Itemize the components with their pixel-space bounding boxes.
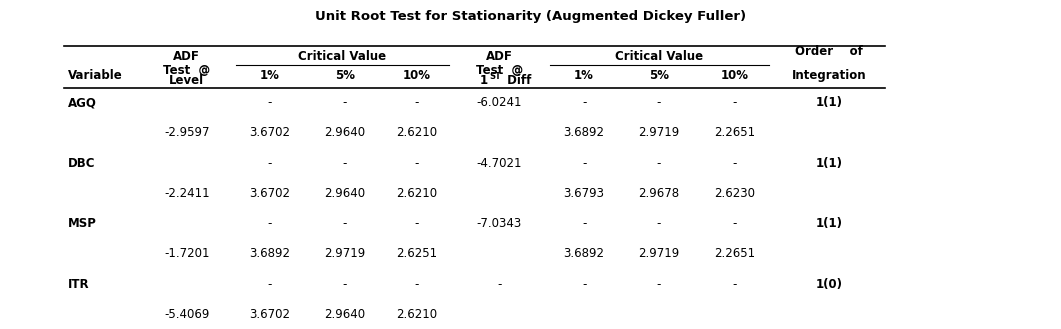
Text: 1(1): 1(1) — [816, 157, 842, 170]
Text: Critical Value: Critical Value — [298, 49, 386, 63]
Text: ITR: ITR — [68, 278, 89, 291]
Text: -: - — [657, 217, 661, 230]
Text: 2.6230: 2.6230 — [714, 187, 754, 200]
Text: MSP: MSP — [68, 217, 97, 230]
Text: 2.2651: 2.2651 — [714, 126, 754, 139]
Text: -: - — [581, 217, 587, 230]
Text: 10%: 10% — [403, 69, 431, 82]
Text: 3.6892: 3.6892 — [249, 247, 291, 261]
Text: 2.9640: 2.9640 — [325, 126, 365, 139]
Text: -: - — [581, 278, 587, 291]
Text: -: - — [581, 96, 587, 109]
Text: 2.9640: 2.9640 — [325, 187, 365, 200]
Text: -: - — [267, 278, 273, 291]
Text: Diff: Diff — [504, 74, 532, 87]
Text: -: - — [415, 157, 419, 170]
Text: -: - — [343, 278, 347, 291]
Text: -: - — [415, 96, 419, 109]
Text: 1%: 1% — [260, 69, 280, 82]
Text: -: - — [657, 96, 661, 109]
Text: DBC: DBC — [68, 157, 95, 170]
Text: Test  @: Test @ — [475, 64, 523, 77]
Text: -: - — [657, 278, 661, 291]
Text: 2.9640: 2.9640 — [325, 308, 365, 321]
Text: -: - — [732, 96, 736, 109]
Text: 1(1): 1(1) — [816, 217, 842, 230]
Text: -6.0241: -6.0241 — [476, 96, 522, 109]
Text: -: - — [657, 157, 661, 170]
Text: 3.6793: 3.6793 — [563, 187, 605, 200]
Text: 1%: 1% — [574, 69, 594, 82]
Text: ADF: ADF — [486, 49, 512, 63]
Text: 3.6702: 3.6702 — [249, 187, 291, 200]
Text: 2.6210: 2.6210 — [397, 308, 437, 321]
Text: Order    of: Order of — [796, 45, 863, 58]
Text: -: - — [581, 157, 587, 170]
Text: 5%: 5% — [335, 69, 354, 82]
Text: -: - — [732, 217, 736, 230]
Text: -: - — [732, 278, 736, 291]
Text: 2.2651: 2.2651 — [714, 247, 754, 261]
Text: -2.9597: -2.9597 — [164, 126, 209, 139]
Text: Integration: Integration — [792, 69, 867, 82]
Text: -: - — [267, 217, 273, 230]
Text: 2.9678: 2.9678 — [639, 187, 679, 200]
Text: Critical Value: Critical Value — [615, 49, 703, 63]
Text: 1: 1 — [480, 74, 488, 87]
Text: 2.9719: 2.9719 — [639, 247, 679, 261]
Text: Unit Root Test for Stationarity (Augmented Dickey Fuller): Unit Root Test for Stationarity (Augment… — [315, 10, 746, 23]
Text: 2.9719: 2.9719 — [639, 126, 679, 139]
Text: -: - — [267, 157, 273, 170]
Text: 5%: 5% — [649, 69, 668, 82]
Text: AGQ: AGQ — [68, 96, 97, 109]
Text: -2.2411: -2.2411 — [163, 187, 210, 200]
Text: Level: Level — [169, 74, 205, 87]
Text: 3.6892: 3.6892 — [563, 247, 605, 261]
Text: 10%: 10% — [720, 69, 748, 82]
Text: Variable: Variable — [68, 69, 123, 82]
Text: -: - — [343, 217, 347, 230]
Text: 2.6251: 2.6251 — [397, 247, 437, 261]
Text: 1(1): 1(1) — [816, 96, 842, 109]
Text: -: - — [415, 217, 419, 230]
Text: Test  @: Test @ — [163, 64, 210, 77]
Text: -5.4069: -5.4069 — [164, 308, 209, 321]
Text: ADF: ADF — [173, 49, 201, 63]
Text: -: - — [343, 157, 347, 170]
Text: -: - — [415, 278, 419, 291]
Text: ST: ST — [489, 72, 502, 82]
Text: 1(0): 1(0) — [816, 278, 842, 291]
Text: -1.7201: -1.7201 — [164, 247, 209, 261]
Text: 3.6892: 3.6892 — [563, 126, 605, 139]
Text: 2.6210: 2.6210 — [397, 187, 437, 200]
Text: 3.6702: 3.6702 — [249, 126, 291, 139]
Text: 2.9719: 2.9719 — [325, 247, 365, 261]
Text: -: - — [732, 157, 736, 170]
Text: -4.7021: -4.7021 — [476, 157, 522, 170]
Text: -: - — [267, 96, 273, 109]
Text: -: - — [497, 278, 502, 291]
Text: 3.6702: 3.6702 — [249, 308, 291, 321]
Text: -: - — [343, 96, 347, 109]
Text: 2.6210: 2.6210 — [397, 126, 437, 139]
Text: -7.0343: -7.0343 — [476, 217, 522, 230]
